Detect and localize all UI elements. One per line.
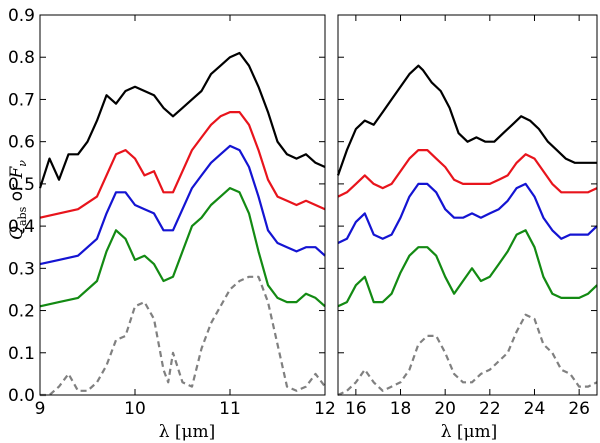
series-line-4: [40, 275, 326, 397]
y-label-q-sub: abs: [16, 206, 29, 226]
y-tick-label: 0.0: [8, 386, 35, 406]
y-label-f: F: [7, 166, 27, 180]
plot-frame: [39, 14, 326, 396]
y-tick-label: 0.1: [8, 344, 35, 364]
y-tick-label: 0.9: [8, 6, 35, 26]
x-tick-label: 22: [479, 399, 501, 419]
left-panel: 9 10 11 12 0.0 0.1 0.2 0.3 0.4 0.5 0.6 0.7 0.8 0.9: [8, 6, 336, 419]
y-tick-label: 0.3: [8, 259, 35, 279]
x-tick-label: 10: [124, 399, 146, 419]
y-tick-label: 0.6: [8, 133, 35, 153]
y-label-q: Q: [7, 226, 27, 240]
series-line-1: [337, 149, 598, 198]
series-line-3: [39, 187, 326, 308]
y-label-or: or: [7, 179, 27, 207]
x-tick-label: 11: [219, 399, 241, 419]
right-x-axis-label: λ [μm]: [441, 422, 498, 442]
y-axis-label: Qabs or Fν: [7, 160, 29, 240]
y-tick-label: 0.8: [8, 48, 35, 68]
series-line-1: [39, 110, 326, 219]
y-tick-label: 0.4: [8, 217, 35, 237]
x-tick-label: 9: [35, 399, 46, 419]
series-line-2: [337, 182, 598, 244]
x-tick-label: 20: [434, 399, 456, 419]
series-line-0: [38, 51, 326, 189]
y-tick-label: 0.2: [8, 302, 35, 322]
x-tick-label: 12: [314, 399, 336, 419]
series-line-4: [337, 313, 598, 396]
y-tick-label: 0.5: [8, 175, 35, 195]
plot-frame: [337, 14, 598, 396]
y-tick-label: 0.7: [8, 90, 35, 110]
series-line-3: [337, 229, 598, 308]
x-tick-label: 26: [568, 399, 590, 419]
y-label-f-sub: ν: [16, 160, 29, 167]
x-tick-label: 24: [524, 399, 546, 419]
series-line-2: [39, 144, 326, 266]
x-tick-label: 16: [345, 399, 367, 419]
right-panel: 16 18 20 22 24 26: [336, 14, 598, 419]
x-tick-label: 18: [390, 399, 412, 419]
series-line-0: [336, 64, 597, 176]
left-x-axis-label: λ [μm]: [159, 422, 216, 442]
